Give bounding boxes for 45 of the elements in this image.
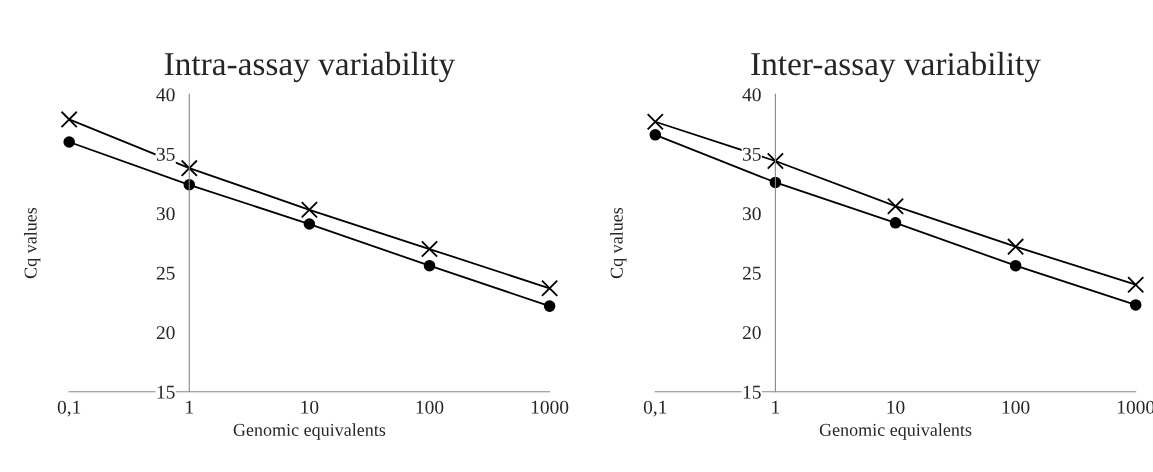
x-tick-label: 1000 <box>531 400 569 414</box>
point <box>423 259 436 272</box>
point <box>180 159 198 177</box>
y-axis-title: Cq values <box>610 207 627 279</box>
y-axis-title: Cq values <box>23 207 41 279</box>
point <box>766 152 784 170</box>
chart-title: Intra-assay variability <box>164 51 456 83</box>
y-tick-label: 15 <box>157 385 175 399</box>
point <box>886 197 905 215</box>
y-tick-label: 40 <box>156 88 175 102</box>
x-tick-label: 100 <box>1002 400 1030 414</box>
point <box>541 279 559 297</box>
x-tick-label: 0,1 <box>643 400 667 417</box>
chart-title: Inter-assay variability <box>751 51 1041 83</box>
point <box>889 217 902 229</box>
y-tick-label: 20 <box>156 326 175 340</box>
y-tick-label: 30 <box>742 207 761 221</box>
point <box>420 240 439 258</box>
y-tick-label: 20 <box>742 326 761 340</box>
point <box>1127 276 1145 294</box>
x-tick-label: 0,1 <box>57 400 81 417</box>
point <box>1007 238 1025 256</box>
point <box>60 110 78 128</box>
point <box>649 129 662 141</box>
y-tick-label: 30 <box>156 207 175 221</box>
y-tick-label: 15 <box>743 385 761 399</box>
point <box>1129 299 1142 311</box>
y-tick-label: 35 <box>742 147 761 161</box>
y-tick-label: 35 <box>156 147 175 161</box>
point <box>1009 259 1022 272</box>
y-tick-label: 25 <box>156 266 175 280</box>
x-tick-label: 10 <box>887 400 905 414</box>
x-axis-title: Genomic equivalents <box>233 423 386 440</box>
x-tick-label: 1 <box>186 400 193 414</box>
point <box>646 113 664 131</box>
point <box>63 136 75 148</box>
x-tick-label: 100 <box>416 400 444 414</box>
point <box>543 300 556 312</box>
y-tick-label: 25 <box>742 266 761 280</box>
point <box>303 218 316 230</box>
point <box>300 201 318 219</box>
x-axis-title: Genomic equivalents <box>819 423 972 440</box>
x-tick-label: 10 <box>301 400 319 414</box>
y-tick-label: 40 <box>742 88 761 102</box>
x-tick-label: 1 <box>772 400 780 414</box>
